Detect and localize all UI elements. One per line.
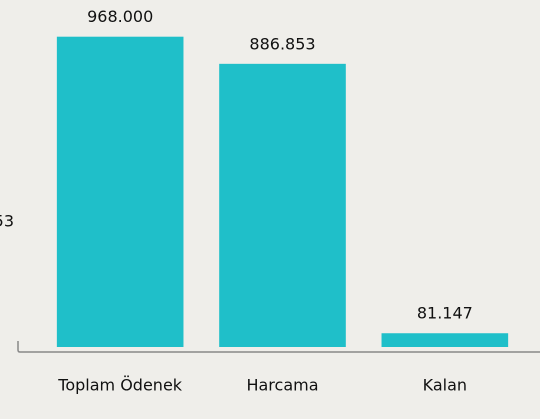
data-label: 968.000 (87, 7, 153, 26)
annotation: 53 (0, 212, 14, 231)
data-label: 886.853 (249, 34, 315, 53)
x-axis-line (17, 341, 540, 353)
data-label: 81.147 (417, 304, 473, 323)
bar (56, 36, 184, 347)
bar (219, 63, 346, 347)
x-tick-label: Kalan (423, 376, 467, 395)
bar (381, 333, 509, 347)
x-tick-label: Toplam Ödenek (57, 376, 183, 395)
x-tick-label: Harcama (246, 376, 318, 395)
